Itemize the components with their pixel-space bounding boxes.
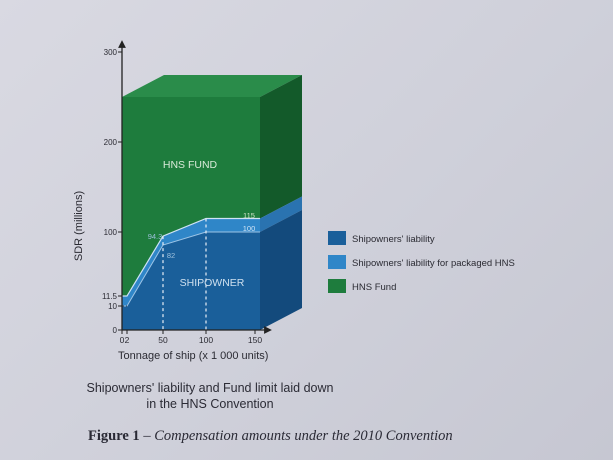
x-tick-label: 100 <box>199 335 213 345</box>
shipowner-side-face <box>260 210 302 330</box>
chart-caption-line2: in the HNS Convention <box>146 397 274 411</box>
hns-fund-side-face <box>260 75 302 219</box>
hns-fund-label: HNS FUND <box>163 159 218 171</box>
x-tick-label: 0 <box>120 335 125 345</box>
legend-swatch <box>328 255 346 269</box>
value-label-115: 115 <box>243 211 255 220</box>
legend: Shipowners' liability Shipowners' liabili… <box>328 231 515 293</box>
packaged-hns-area <box>122 218 260 306</box>
y-tick-label: 100 <box>104 228 118 237</box>
y-tick-label: 200 <box>104 138 118 147</box>
chart-shapes <box>118 75 302 330</box>
x-tick-label: 150 <box>248 335 262 345</box>
shipowner-label: SHIPOWNER <box>180 277 245 289</box>
hns-fund-top-face <box>122 75 302 97</box>
y-tick-label: 11.5 <box>102 292 118 301</box>
chart-caption-line1: Shipowners' liability and Fund limit lai… <box>86 381 334 395</box>
x-tick-label: 50 <box>158 335 168 345</box>
y-tick-label: 300 <box>104 48 118 57</box>
x-tick-label: 2 <box>125 335 130 345</box>
x-axis-title: Tonnage of ship (x 1 000 units) <box>118 350 268 362</box>
value-label-94-3: 94.3 <box>148 232 163 241</box>
chart-axes <box>118 40 272 334</box>
legend-label: HNS Fund <box>352 282 396 293</box>
legend-label: Shipowners' liability for packaged HNS <box>352 258 515 269</box>
y-axis-title: SDR (millions) <box>73 191 85 261</box>
figure-label: Figure 1 <box>88 428 140 444</box>
value-label-100: 100 <box>243 224 256 233</box>
packaged-line <box>122 217 260 297</box>
legend-swatch <box>328 231 346 245</box>
legend-swatch <box>328 279 346 293</box>
figure-dash: – <box>139 428 155 444</box>
figure-caption: Figure 1 – Compensation amounts under th… <box>88 428 453 445</box>
y-tick-label: 10 <box>108 302 117 311</box>
y-tick-label: 0 <box>113 326 118 335</box>
figure-caption-text: Compensation amounts under the 2010 Conv… <box>154 428 453 444</box>
legend-label: Shipowners' liability <box>352 234 435 245</box>
packaged-side-face <box>260 196 302 232</box>
value-label-82: 82 <box>167 251 175 260</box>
